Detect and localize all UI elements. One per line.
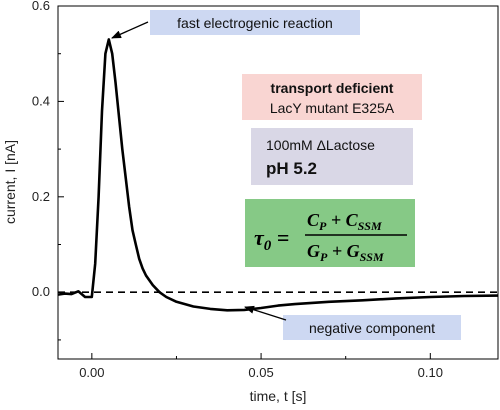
y-tick-label: 0.2: [32, 189, 50, 204]
x-tick-label: 0.05: [248, 365, 273, 380]
annotation-fast-reaction-bg: [150, 10, 360, 35]
annotation-negative-component-arrow: [244, 305, 287, 321]
conditions-info-line2: pH 5.2: [266, 159, 317, 178]
annotation-fast-reaction-arrow: [111, 21, 149, 39]
time-constant-formula-box: [245, 199, 415, 267]
x-axis-title: time, t [s]: [250, 388, 307, 404]
annotation-negative-component: negative component: [309, 320, 435, 336]
y-tick-label: 0.0: [32, 284, 50, 299]
conditions-info-box: [251, 128, 413, 185]
transport-info-line2: LacY mutant E325A: [270, 100, 395, 116]
y-tick-label: 0.4: [32, 93, 50, 108]
y-axis-ticks: 0.0 0.2 0.4 0.6: [32, 0, 64, 341]
plot-frame: [57, 5, 499, 360]
x-tick-label: 0.00: [79, 365, 104, 380]
y-axis-title: current, I [nA]: [2, 140, 18, 224]
conditions-info-line1: 100mM ΔLactose: [266, 137, 375, 153]
x-axis-ticks: 0.00 0.05 0.10: [79, 353, 443, 380]
transport-info-box: [242, 74, 422, 120]
annotation-fast-reaction: fast electrogenic reaction: [177, 15, 333, 31]
svg-text:τ0 =: τ0 =: [254, 225, 289, 254]
current-trace-line: [57, 38, 499, 312]
x-tick-label: 0.10: [418, 365, 443, 380]
annotation-negative-component-bg: [283, 315, 461, 340]
y-tick-label: 0.6: [32, 0, 50, 13]
transport-info-line1: transport deficient: [271, 80, 394, 96]
